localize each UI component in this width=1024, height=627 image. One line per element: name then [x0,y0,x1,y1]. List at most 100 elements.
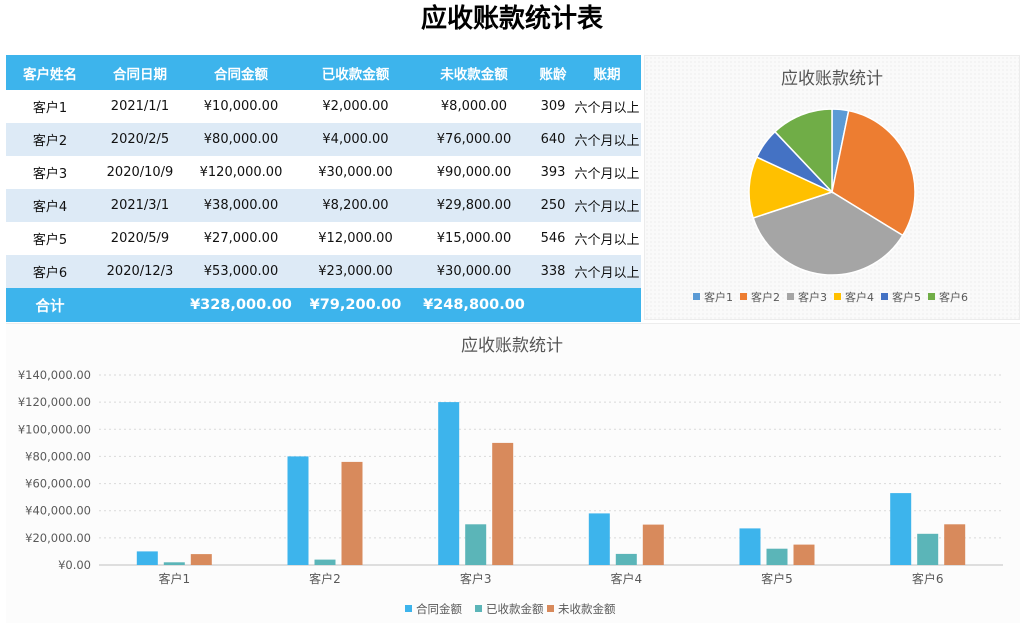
pie-legend-swatch [740,293,747,300]
table-cell[interactable] [533,288,573,322]
pie-chart-panel[interactable]: 应收账款统计 客户1 客户2 客户3 客户4 客户5 客户6 [644,55,1020,320]
total-contract-amount[interactable]: ¥328,000.00 [186,288,296,322]
bar[interactable] [492,442,514,565]
table-cell[interactable]: 393 [533,156,573,189]
bar[interactable] [287,456,309,565]
column-header-received-amount[interactable]: 已收款金额 [296,55,415,90]
table-cell[interactable]: ¥12,000.00 [296,222,415,255]
column-header-outstanding-amount[interactable]: 未收款金额 [415,55,533,90]
table-cell[interactable]: 2021/3/1 [94,189,186,222]
total-received-amount[interactable]: ¥79,200.00 [296,288,415,322]
pie-slice[interactable] [748,156,835,219]
pie-slice[interactable] [752,191,904,276]
x-tick-label: 客户3 [460,571,492,586]
pie-legend-swatch [881,293,888,300]
column-header-payment-term[interactable]: 账期 [573,55,641,90]
bar[interactable] [793,544,815,565]
table-cell[interactable]: ¥8,000.00 [415,90,533,123]
bar[interactable] [438,402,460,565]
bar-legend-swatch [405,605,412,612]
table-cell[interactable]: ¥53,000.00 [186,255,296,288]
table-cell[interactable]: 六个月以上 [573,123,641,156]
table-cell[interactable]: 2020/12/3 [94,255,186,288]
table-cell[interactable]: 六个月以上 [573,156,641,189]
bar[interactable] [642,524,664,565]
column-header-contract-date[interactable]: 合同日期 [94,55,186,90]
table-cell[interactable]: ¥30,000.00 [296,156,415,189]
table-cell[interactable]: 2020/2/5 [94,123,186,156]
table-cell[interactable]: ¥90,000.00 [415,156,533,189]
table-row: 客户4 2021/3/1 ¥38,000.00 ¥8,200.00 ¥29,80… [6,189,641,222]
bar[interactable] [136,551,158,565]
table-cell[interactable]: 六个月以上 [573,90,641,123]
bar[interactable] [944,524,966,565]
table-cell[interactable]: ¥8,200.00 [296,189,415,222]
table-cell[interactable]: 2020/5/9 [94,222,186,255]
y-tick-label: ¥120,000.00 [18,395,91,409]
pie-slice[interactable] [773,108,833,194]
table-cell[interactable]: 2021/1/1 [94,90,186,123]
column-header-aging[interactable]: 账龄 [533,55,573,90]
y-tick-label: ¥140,000.00 [18,368,91,382]
table-cell[interactable]: ¥30,000.00 [415,255,533,288]
table-cell[interactable]: ¥76,000.00 [415,123,533,156]
table-cell[interactable]: 客户5 [6,222,94,255]
x-tick-label: 客户6 [912,571,944,586]
table-cell[interactable]: 客户1 [6,90,94,123]
pie-legend-label: 客户2 [751,290,780,304]
table-cell[interactable]: 640 [533,123,573,156]
table-cell[interactable] [573,288,641,322]
table-cell[interactable]: ¥27,000.00 [186,222,296,255]
y-tick-label: ¥60,000.00 [25,477,91,491]
table-cell[interactable]: ¥80,000.00 [186,123,296,156]
column-header-customer[interactable]: 客户姓名 [6,55,94,90]
table-cell[interactable]: ¥15,000.00 [415,222,533,255]
table-cell[interactable]: 客户4 [6,189,94,222]
table-cell[interactable]: 309 [533,90,573,123]
table-cell[interactable]: 546 [533,222,573,255]
bar[interactable] [890,493,912,565]
bar[interactable] [465,524,487,565]
table-cell[interactable]: 六个月以上 [573,255,641,288]
pie-legend-swatch [834,293,841,300]
table-cell[interactable]: ¥120,000.00 [186,156,296,189]
bar[interactable] [615,553,637,565]
table-cell[interactable]: ¥2,000.00 [296,90,415,123]
table-cell[interactable]: ¥4,000.00 [296,123,415,156]
bar-chart: 应收账款统计 ¥0.00 ¥20,000.00 ¥40,000.00 ¥60,000.… [18,336,1003,616]
x-tick-label: 客户1 [159,571,191,586]
x-tick-label: 客户4 [611,571,643,586]
pie-chart: 应收账款统计 客户1 客户2 客户3 客户4 客户5 客户6 [693,69,968,304]
bar[interactable] [766,548,788,565]
table-total-row: 合计 ¥328,000.00 ¥79,200.00 ¥248,800.00 [6,288,641,322]
bar-chart-panel[interactable]: 应收账款统计 ¥0.00 ¥20,000.00 ¥40,000.00 ¥60,000.… [6,323,1020,623]
table-cell[interactable]: 六个月以上 [573,222,641,255]
table-cell[interactable] [94,288,186,322]
table-cell[interactable]: 六个月以上 [573,189,641,222]
table-cell[interactable]: 250 [533,189,573,222]
x-tick-label: 客户2 [309,571,341,586]
total-label[interactable]: 合计 [6,288,94,322]
bar[interactable] [917,533,939,565]
table-cell[interactable]: 2020/10/9 [94,156,186,189]
bar[interactable] [739,528,761,565]
total-outstanding-amount[interactable]: ¥248,800.00 [415,288,533,322]
table-cell[interactable]: ¥23,000.00 [296,255,415,288]
bar[interactable] [341,461,363,565]
bar-legend-label: 未收款金额 [558,602,616,616]
bar[interactable] [163,562,185,565]
table-cell[interactable]: ¥29,800.00 [415,189,533,222]
bar[interactable] [588,513,610,565]
table-cell[interactable]: ¥38,000.00 [186,189,296,222]
y-tick-label: ¥20,000.00 [25,531,91,545]
table-cell[interactable]: 客户6 [6,255,94,288]
bar[interactable] [314,559,336,565]
bar-legend-swatch [547,605,554,612]
bar[interactable] [190,554,212,565]
table-cell[interactable]: ¥10,000.00 [186,90,296,123]
table-cell[interactable]: 客户2 [6,123,94,156]
table-cell[interactable]: 338 [533,255,573,288]
column-header-contract-amount[interactable]: 合同金额 [186,55,296,90]
x-tick-label: 客户5 [761,571,793,586]
table-cell[interactable]: 客户3 [6,156,94,189]
